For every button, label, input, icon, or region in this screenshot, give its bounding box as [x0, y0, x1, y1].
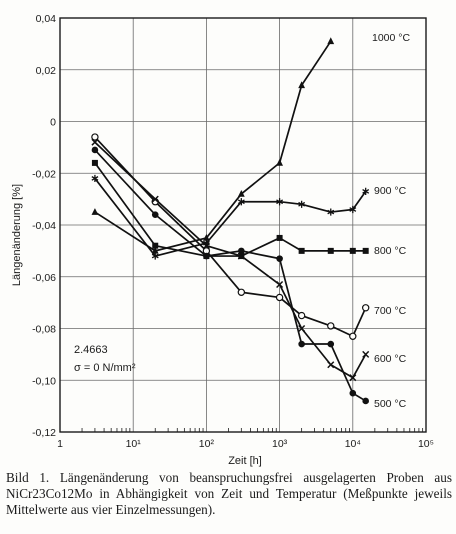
y-tick-label: -0,02 — [32, 168, 56, 180]
data-point-500-c — [276, 255, 283, 262]
data-point-900-c — [237, 198, 245, 206]
y-tick-label: -0,06 — [32, 272, 56, 284]
data-point-800-c — [327, 247, 334, 254]
stress-annotation: σ = 0 N/mm² — [74, 362, 136, 374]
data-point-900-c — [298, 200, 306, 208]
data-point-1000-c — [91, 208, 99, 215]
data-point-800-c — [276, 234, 283, 241]
data-point-500-c — [151, 211, 159, 218]
y-tick-label: -0,04 — [32, 220, 56, 232]
plot-frame — [59, 17, 427, 433]
data-point-600-c — [362, 350, 370, 358]
y-tick-label: -0,10 — [32, 375, 56, 387]
x-tick-label: 10⁴ — [345, 438, 361, 450]
data-point-700-c — [297, 311, 306, 320]
data-point-900-c — [327, 208, 335, 216]
x-axis-title: Zeit [h] — [228, 455, 262, 467]
material-number-annotation: 2.4663 — [74, 344, 108, 356]
data-point-700-c — [361, 304, 370, 312]
series-label-700-c: 700 °C — [374, 305, 407, 317]
y-tick-label: 0,02 — [36, 65, 57, 77]
data-point-600-c — [298, 324, 306, 333]
data-point-700-c — [349, 332, 357, 340]
data-point-900-c — [349, 205, 357, 214]
data-point-700-c — [237, 288, 246, 296]
data-point-900-c — [151, 252, 159, 260]
data-point-600-c — [327, 361, 335, 369]
data-point-600-c — [151, 195, 159, 203]
data-point-500-c — [203, 252, 210, 260]
x-tick-label: 10¹ — [126, 438, 142, 450]
data-point-500-c — [238, 247, 245, 255]
data-point-1000-c — [327, 37, 335, 45]
data-point-600-c — [276, 280, 284, 289]
data-point-800-c — [362, 247, 369, 254]
series-line-500-c — [94, 149, 367, 402]
data-point-700-c — [327, 322, 335, 330]
data-point-500-c — [349, 389, 357, 397]
series-line-800-c — [94, 162, 366, 257]
series-label-600-c: 600 °C — [374, 353, 407, 365]
series-500-c: 500 °C — [91, 146, 407, 410]
data-point-900-c — [91, 174, 99, 183]
data-point-800-c — [152, 242, 159, 249]
data-point-600-c — [237, 252, 245, 260]
data-point-1000-c — [237, 189, 245, 197]
series-700-c: 700 °C — [91, 133, 407, 340]
series-line-600-c — [94, 141, 367, 379]
axis-ticks: 1 10¹ 10² 10³ 10⁴ 10⁵ 0,04 0,02 0 -0,02 -0,04 -0,06… — [32, 13, 434, 450]
series-line-700-c — [94, 136, 367, 338]
data-point-1000-c — [298, 81, 306, 89]
series-600-c: 600 °C — [91, 138, 407, 382]
y-tick-label: -0,12 — [32, 427, 56, 439]
data-point-600-c — [349, 374, 357, 382]
data-point-900-c — [276, 198, 284, 206]
y-tick-label: -0,08 — [32, 324, 56, 336]
figure-caption: Bild 1. Längenänderung von beanspruchung… — [6, 470, 452, 518]
data-point-600-c — [91, 138, 99, 146]
data-point-1000-c — [276, 158, 283, 166]
data-point-800-c — [349, 247, 356, 254]
data-point-600-c — [202, 242, 210, 250]
data-point-1000-c — [203, 233, 210, 241]
series-line-1000-c — [94, 40, 332, 252]
y-tick-label: 0 — [50, 117, 56, 129]
data-point-500-c — [362, 397, 369, 405]
y-tick-label: 0,04 — [36, 13, 57, 25]
series-900-c: 900 °C — [91, 174, 407, 260]
data-point-800-c — [91, 159, 98, 166]
data-point-800-c — [298, 247, 305, 254]
series-label-900-c: 900 °C — [374, 185, 407, 197]
series-label-800-c: 800 °C — [374, 245, 407, 257]
y-axis-title: Längenänderung [%] — [11, 184, 23, 286]
data-series: 1000 °C 900 °C 800 °C 700 °C 600 °C 500 °C — [91, 32, 410, 410]
series-label-500-c: 500 °C — [374, 398, 407, 410]
data-point-900-c — [362, 187, 370, 195]
series-800-c: 800 °C — [91, 159, 407, 260]
x-tick-label: 10⁵ — [418, 438, 434, 450]
data-point-1000-c — [151, 246, 159, 254]
data-point-700-c — [91, 133, 99, 141]
x-tick-label: 10² — [199, 438, 215, 450]
data-point-700-c — [275, 293, 284, 302]
x-tick-label: 1 — [57, 438, 63, 450]
x-tick-label: 10³ — [272, 438, 288, 450]
length-change-chart: 1 10¹ 10² 10³ 10⁴ 10⁵ 0,04 0,02 0 -0,02 -0,04 -0,06… — [11, 13, 434, 467]
caption-text: Bild 1. Längenänderung von beanspruchung… — [6, 470, 452, 517]
series-label-1000-c: 1000 °C — [372, 32, 410, 44]
data-point-500-c — [298, 340, 305, 348]
series-1000-c: 1000 °C — [91, 32, 410, 254]
data-point-500-c — [327, 340, 335, 348]
data-point-500-c — [91, 146, 99, 154]
